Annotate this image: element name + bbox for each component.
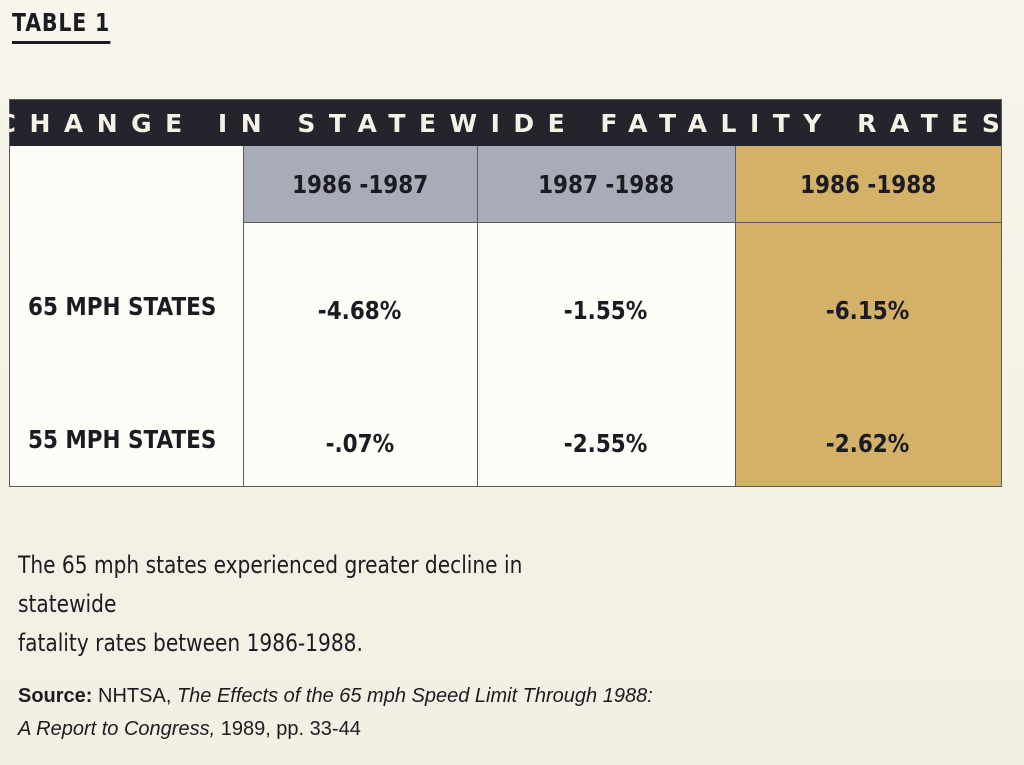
column-header-1: 1986 -1987 <box>243 146 477 222</box>
fatality-rates-table: CHANGE IN STATEWIDE FATALITY RATES 1986 … <box>0 99 1002 487</box>
cell-value: -2.55% <box>564 428 648 458</box>
column-header-3: 1986 -1988 <box>735 146 1001 222</box>
table-cell: -2.62% <box>735 423 1001 463</box>
table-cell: -4.68% <box>243 290 477 330</box>
grid-line <box>243 146 244 486</box>
table-caption: The 65 mph states experienced greater de… <box>18 546 623 663</box>
gold-band-1986-1988-column <box>735 146 1001 486</box>
column-header-text: 1987 -1988 <box>537 169 675 199</box>
grid-line <box>477 146 478 486</box>
cell-value: -1.55% <box>564 295 648 325</box>
table-label: TABLE 1 <box>12 8 111 44</box>
source-citation: Source: NHTSA, The Effects of the 65 mph… <box>18 680 918 746</box>
grid-line <box>735 146 736 486</box>
gray-band-1987-1988-header <box>477 146 735 222</box>
table-cell: -6.15% <box>735 290 1001 330</box>
source-details: 1989, pp. 33-44 <box>220 718 361 740</box>
column-header-text: 1986 -1987 <box>291 169 429 199</box>
source-label: Source: <box>18 685 93 707</box>
source-line-1: Source: NHTSA, The Effects of the 65 mph… <box>18 680 918 713</box>
source-line-2: A Report to Congress, 1989, pp. 33-44 <box>18 713 918 746</box>
source-org: NHTSA, <box>98 685 172 707</box>
grid-line <box>243 222 1001 223</box>
source-title-line-2: A Report to Congress, <box>18 718 216 740</box>
table-cell: -.07% <box>243 423 477 463</box>
cell-value: -4.68% <box>318 295 402 325</box>
gray-band-1986-1987-header <box>243 146 477 222</box>
table-cell: -2.55% <box>477 423 735 463</box>
table-cell: -1.55% <box>477 290 735 330</box>
cell-value: -2.62% <box>826 428 910 458</box>
table-title: CHANGE IN STATEWIDE FATALITY RATES <box>0 108 1014 138</box>
cell-value: -6.15% <box>826 295 910 325</box>
row-label-55-mph: 55 MPH STATES <box>28 425 217 454</box>
caption-line: fatality rates between 1986-1988. <box>18 629 363 657</box>
cell-value: -.07% <box>325 428 395 458</box>
caption-line: The 65 mph states experienced greater de… <box>18 551 523 618</box>
source-title-line-1: The Effects of the 65 mph Speed Limit Th… <box>176 685 653 707</box>
column-header-2: 1987 -1988 <box>477 146 735 222</box>
row-label-65-mph: 65 MPH STATES <box>28 292 217 321</box>
table-title-banner: CHANGE IN STATEWIDE FATALITY RATES <box>0 100 1001 146</box>
column-header-text: 1986 -1988 <box>799 169 937 199</box>
